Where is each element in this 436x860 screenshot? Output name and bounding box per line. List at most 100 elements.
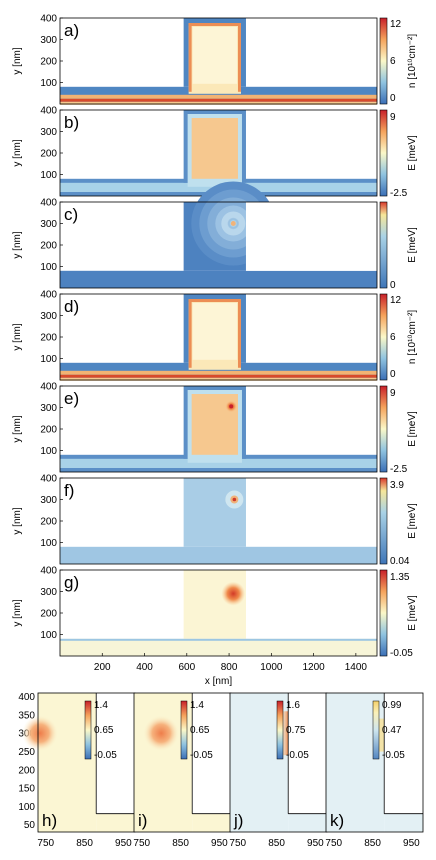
colorbar-label: E [meV] [407, 595, 418, 631]
y-tick-label: 300 [40, 35, 57, 46]
stub-edge-top [188, 299, 241, 302]
zoom-colorbar-tick: 1.4 [190, 700, 204, 711]
zoom-x-tick-label: 950 [211, 838, 228, 849]
zoom-edge-warm [377, 718, 385, 752]
zoom-colorbar-tick: 0.47 [382, 725, 402, 736]
x-tick-label: 200 [94, 662, 111, 673]
zoom-y-tick-label: 400 [18, 692, 35, 703]
x-tick-label: 600 [178, 662, 195, 673]
y-tick-label: 100 [40, 78, 57, 89]
zoom-colorbar-tick: 1.6 [286, 700, 300, 711]
colorbar-label: n [10¹⁰cm⁻²] [407, 34, 418, 89]
y-axis-label: y [nm] [12, 507, 23, 534]
panel-label: e) [64, 389, 79, 408]
zoom-panel-i: 1.4 0.65 -0.05 i) 750 850 950 [133, 692, 232, 849]
stub-region [183, 478, 246, 547]
edge-band-red [60, 374, 377, 378]
panel-f: 400 300 200 100 y [nm] f) 3.9 0.04 E [meV] [12, 474, 418, 568]
x-tick-label: 1200 [302, 662, 325, 673]
mask-right [245, 202, 377, 271]
colorbar [379, 109, 388, 197]
zoom-x-tick-label: 950 [115, 838, 132, 849]
y-tick-label: 400 [40, 290, 57, 301]
hotspot [221, 581, 246, 606]
y-axis-label: y [nm] [12, 323, 23, 350]
panel-g: 400 300 200 100 y [nm] g) 1.35 -0.05 E [meV] 200 4… [12, 566, 418, 688]
y-tick-label: 300 [40, 127, 57, 138]
y-axis-label: y [nm] [12, 139, 23, 166]
colorbar-label: E [meV] [407, 411, 418, 447]
y-tick-label: 100 [40, 446, 57, 457]
y-axis-label: y [nm] [12, 47, 23, 74]
zoom-x-tick-label: 850 [364, 838, 381, 849]
y-tick-label: 400 [40, 474, 57, 485]
y-tick-label: 300 [40, 311, 57, 322]
stub-interior [191, 118, 238, 179]
y-tick-label: 100 [40, 262, 57, 273]
zoom-colorbar-tick: -0.05 [190, 750, 213, 761]
stub-core [192, 303, 237, 360]
y-tick-label: 400 [40, 382, 57, 393]
y-tick-label: 100 [40, 354, 57, 365]
y-tick-label: 300 [40, 219, 57, 230]
panel-label: b) [64, 113, 79, 132]
zoom-panel-h: 1.4 0.65 -0.05 h) 750 850 950 [22, 692, 136, 849]
y-tick-label: 100 [40, 630, 57, 641]
zoom-panel-label: h) [42, 811, 57, 830]
zoom-colorbar-tick: -0.05 [94, 750, 117, 761]
zoom-x-tick-label: 750 [37, 838, 54, 849]
zoom-y-tick-label: 150 [18, 784, 35, 795]
y-tick-label: 200 [40, 241, 57, 252]
colorbar [379, 477, 388, 565]
y-tick-label: 300 [40, 495, 57, 506]
panel-label: c) [64, 205, 78, 224]
x-tick-label: 1400 [345, 662, 368, 673]
zoom-x-tick-label: 950 [403, 838, 420, 849]
panel-d: 400 300 200 100 y [nm] d) 12 6 0 n [10¹⁰cm⁻²] [12, 290, 418, 381]
edge-band [60, 370, 377, 375]
colorbar-label: E [meV] [407, 135, 418, 171]
zoom-x-tick-label: 750 [229, 838, 246, 849]
y-tick-label: 400 [40, 198, 57, 209]
edge-band [60, 94, 377, 99]
zoom-colorbar [180, 700, 188, 760]
x-tick-label: 400 [136, 662, 153, 673]
y-tick-label: 400 [40, 106, 57, 117]
colorbar-tick-label: 6 [390, 332, 396, 343]
y-tick-label: 300 [40, 587, 57, 598]
zoom-colorbar-tick: 1.4 [94, 700, 108, 711]
colorbar-tick-label: 0 [390, 369, 396, 380]
edge-line [60, 638, 377, 641]
stub-edge-right [237, 299, 241, 368]
zoom-frame [325, 692, 424, 833]
colorbar-tick-label: 3.9 [390, 480, 404, 491]
zoom-outside [96, 693, 135, 814]
y-tick-label: 200 [40, 425, 57, 436]
panel-e: 400 300 200 100 y [nm] e) 9 -2.5 E [meV] [12, 382, 418, 476]
zoom-panel-label: k) [330, 811, 344, 830]
x-axis-label: x [nm] [205, 676, 232, 687]
zoom-colorbar-tick: 0.75 [286, 725, 306, 736]
x-tick-label: 800 [221, 662, 238, 673]
zoom-hotspot [143, 715, 180, 752]
zoom-colorbar-tick: 0.65 [94, 725, 114, 736]
panel-b: 400 300 200 100 y [nm] b) 9 -2.5 E [meV] [12, 106, 418, 200]
colorbar [379, 293, 388, 381]
panel-a: 400 300 200 100 y [nm] a) 12 6 0 n [10¹⁰cm⁻²] [12, 14, 418, 105]
panel-label: g) [64, 573, 79, 592]
zoom-panel-k: 0.99 0.47 -0.05 k) 750 850 950 [325, 692, 424, 849]
y-tick-label: 200 [40, 609, 57, 620]
y-tick-label: 300 [40, 403, 57, 414]
edge-band-light [60, 101, 377, 105]
colorbar [379, 201, 388, 289]
zoom-hotspot [22, 715, 58, 752]
zoom-colorbar-tick: 0.65 [190, 725, 210, 736]
colorbar [379, 17, 388, 105]
colorbar-label: E [meV] [407, 227, 418, 263]
colorbar-tick-label: 12 [390, 295, 402, 306]
wire-region [60, 638, 377, 656]
zoom-y-tick-label: 200 [18, 765, 35, 776]
stub-core [192, 27, 237, 84]
stub-edge-left [188, 23, 192, 92]
